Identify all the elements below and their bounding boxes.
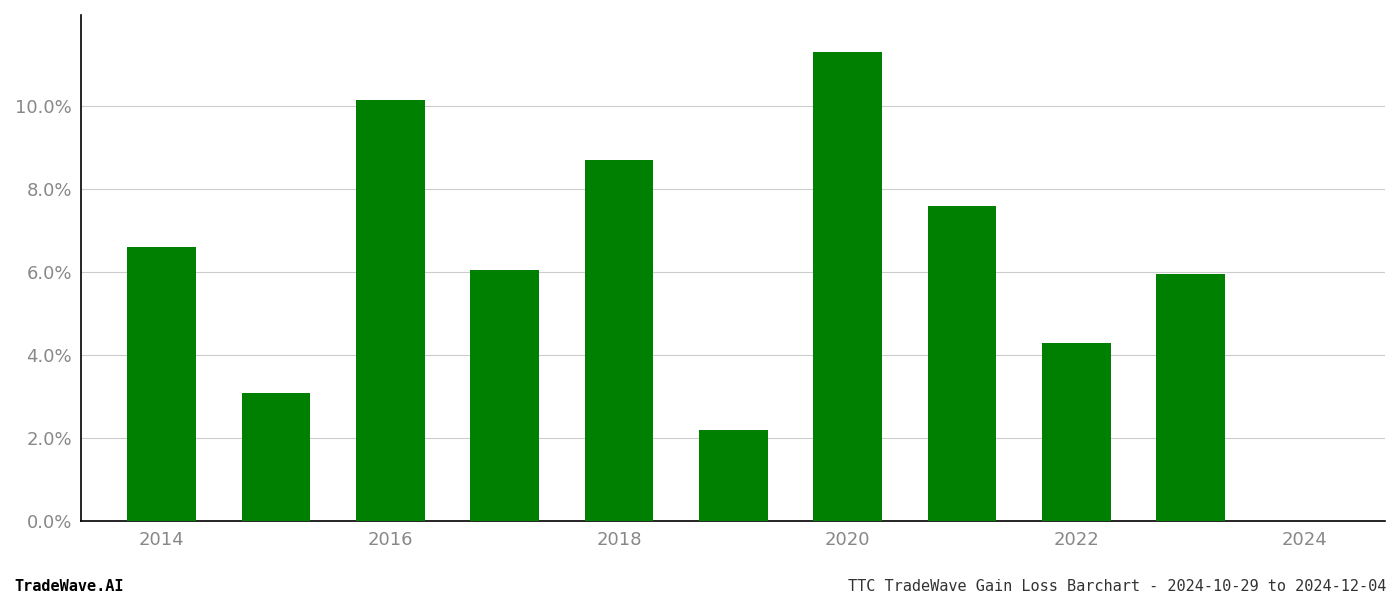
Bar [1156, 274, 1225, 521]
Bar [356, 100, 424, 521]
Text: TTC TradeWave Gain Loss Barchart - 2024-10-29 to 2024-12-04: TTC TradeWave Gain Loss Barchart - 2024-… [847, 579, 1386, 594]
Bar [699, 430, 767, 521]
Bar [813, 52, 882, 521]
Bar [1042, 343, 1110, 521]
Bar [470, 270, 539, 521]
Bar [585, 160, 654, 521]
Bar [127, 247, 196, 521]
Bar [928, 206, 997, 521]
Text: TradeWave.AI: TradeWave.AI [14, 579, 123, 594]
Bar [242, 392, 311, 521]
